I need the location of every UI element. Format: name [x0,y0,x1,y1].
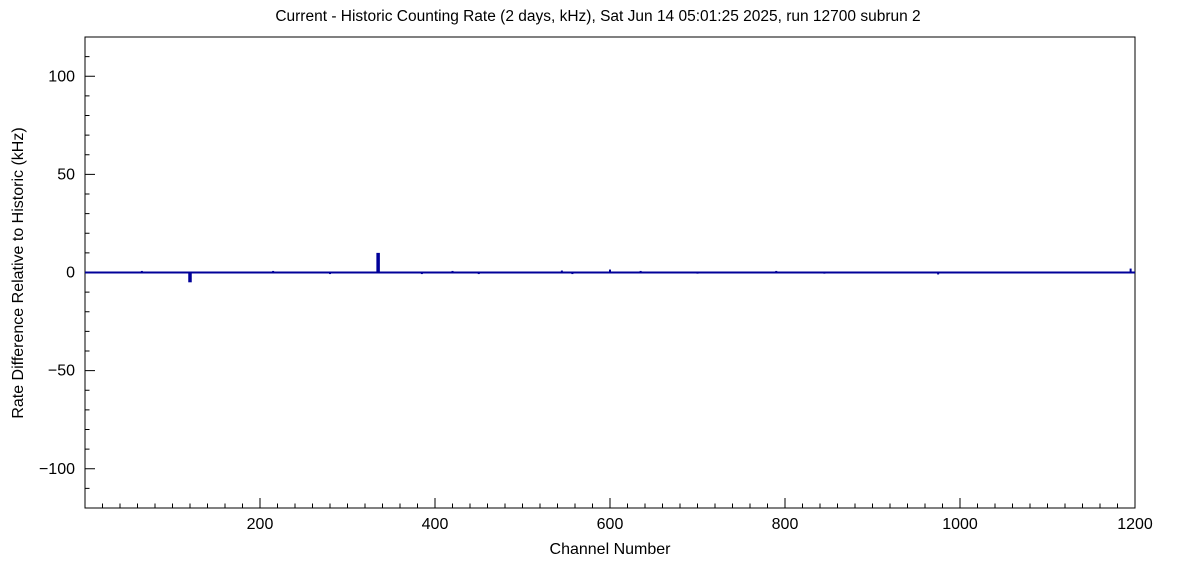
svg-text:0: 0 [66,265,75,282]
chart-title: Current - Historic Counting Rate (2 days… [275,8,921,25]
x-axis-title: Channel Number [549,541,671,558]
rate-difference-series [85,252,1135,283]
svg-text:100: 100 [48,68,75,85]
y-axis-tick-labels: −100 −50 0 50 100 [39,68,75,478]
svg-text:50: 50 [57,166,75,183]
svg-text:1200: 1200 [1117,516,1153,533]
x-axis-ticks [84,498,1136,508]
svg-text:800: 800 [772,516,799,533]
svg-text:600: 600 [597,516,624,533]
svg-text:−100: −100 [39,461,75,478]
x-axis-tick-labels: 200 400 600 800 1000 1200 [247,516,1153,533]
y-axis-title: Rate Difference Relative to Historic (kH… [10,127,27,419]
svg-text:1000: 1000 [942,516,978,533]
svg-text:−50: −50 [48,363,75,380]
svg-text:400: 400 [422,516,449,533]
svg-text:200: 200 [247,516,274,533]
